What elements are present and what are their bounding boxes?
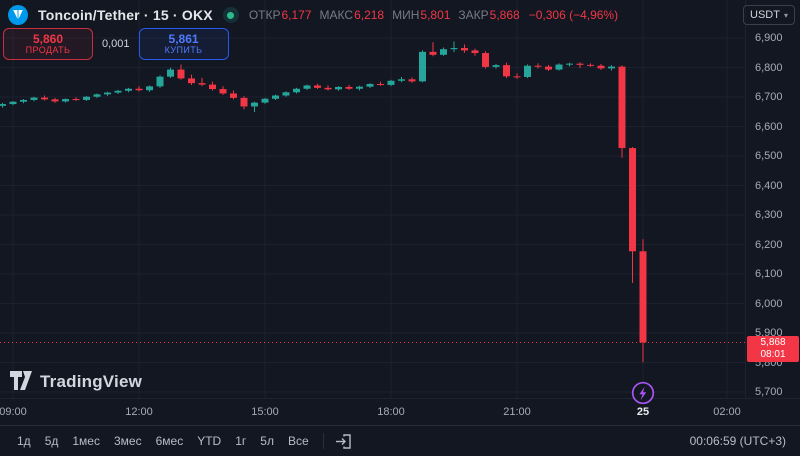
time-axis-label: 02:00: [713, 406, 741, 418]
price-axis-label: 6,400: [755, 179, 783, 192]
range-5y[interactable]: 5л: [260, 434, 274, 448]
buy-price: 5,861: [168, 31, 199, 46]
time-axis-label: 09:00: [0, 406, 27, 418]
candlestick-chart[interactable]: [0, 0, 745, 398]
time-axis-label: 18:00: [377, 406, 405, 418]
price-axis-label: 6,900: [755, 32, 783, 44]
range-all[interactable]: Все: [287, 434, 309, 448]
toolbar-divider: [322, 433, 324, 449]
go-to-date-icon: [335, 433, 351, 449]
price-axis-label: 5,900: [755, 327, 783, 339]
spread-value: 0,001: [102, 38, 130, 50]
high-label: МАКС: [319, 8, 354, 22]
close-value: 5,868: [489, 8, 520, 22]
bottom-toolbar: 1д 5д 1мес 3мес 6мес YTD 1г 5л Все 00:06…: [0, 425, 800, 456]
price-axis-label: 6,600: [755, 120, 783, 133]
chart-area: Toncoin/Tether · 15 · OKX ОТКР6,177 МАКС…: [0, 0, 800, 426]
ohlc-legend: ОТКР6,177 МАКС6,218 МИН5,801 ЗАКР5,868 −…: [249, 8, 618, 22]
open-value: 6,177: [281, 8, 312, 22]
volatility-event-icon[interactable]: [630, 380, 656, 406]
tradingview-logo-icon: [10, 371, 32, 390]
symbol-header: Toncoin/Tether · 15 · OKX ОТКР6,177 МАКС…: [8, 4, 618, 26]
symbol-title[interactable]: Toncoin/Tether · 15 · OKX: [38, 7, 213, 23]
price-axis-label: 6,800: [755, 61, 783, 74]
price-axis-label: 5,700: [755, 386, 783, 398]
price-badge-countdown: 08:01: [760, 349, 786, 361]
trade-panel: 5,860 ПРОДАТЬ 0,001 5,861 КУПИТЬ: [3, 28, 229, 60]
currency-label: USDT: [750, 9, 780, 21]
open-label: ОТКР: [248, 8, 281, 22]
price-badge-value: 5,868: [760, 337, 786, 349]
market-status-icon[interactable]: [222, 7, 239, 23]
price-axis-label: 6,700: [755, 91, 783, 103]
change-value: −0,306 (−4,96%): [528, 8, 619, 22]
price-axis[interactable]: 5,868 08:01 6,900 6,800 6,700 6,600 6,500 6,4…: [745, 0, 800, 398]
price-axis-label: 6,000: [755, 297, 783, 310]
tradingview-watermark[interactable]: TradingView: [10, 371, 142, 392]
low-label: МИН: [392, 8, 420, 22]
time-axis-label: 15:00: [251, 406, 279, 418]
low-value: 5,801: [420, 8, 451, 22]
time-axis-label: 21:00: [503, 406, 531, 418]
high-value: 6,218: [354, 8, 385, 22]
sell-price: 5,860: [32, 31, 64, 46]
range-3m[interactable]: 3мес: [113, 434, 142, 448]
range-1y[interactable]: 1г: [235, 434, 247, 448]
chevron-down-icon: ▾: [783, 10, 788, 20]
go-to-date-button[interactable]: [331, 431, 356, 452]
range-6m[interactable]: 6мес: [155, 434, 184, 448]
time-axis[interactable]: 09:00 12:00 15:00 18:00 21:00 25 02:00: [0, 398, 800, 426]
price-axis-label: 6,100: [755, 268, 783, 280]
price-axis-label: 6,300: [755, 209, 783, 221]
sell-label: ПРОДАТЬ: [25, 44, 71, 55]
price-axis-label: 6,200: [755, 238, 783, 251]
toncoin-logo-icon: [8, 5, 28, 25]
range-1d[interactable]: 1д: [17, 434, 31, 448]
price-badge: 5,868 08:01: [747, 336, 799, 363]
buy-button[interactable]: 5,861 КУПИТЬ: [138, 28, 229, 60]
session-clock[interactable]: 00:06:59 (UTC+3): [689, 434, 786, 448]
sell-button[interactable]: 5,860 ПРОДАТЬ: [3, 28, 93, 60]
range-1m[interactable]: 1мес: [72, 434, 100, 448]
close-label: ЗАКР: [458, 8, 489, 22]
time-axis-label: 25: [636, 406, 650, 418]
time-axis-label: 12:00: [125, 406, 153, 418]
watermark-text: TradingView: [40, 371, 143, 391]
range-5d[interactable]: 5д: [44, 434, 59, 448]
range-ytd[interactable]: YTD: [197, 434, 222, 448]
currency-selector-button[interactable]: USDT ▾: [743, 5, 795, 25]
price-axis-label: 6,500: [755, 150, 783, 162]
buy-label: КУПИТЬ: [164, 44, 203, 55]
